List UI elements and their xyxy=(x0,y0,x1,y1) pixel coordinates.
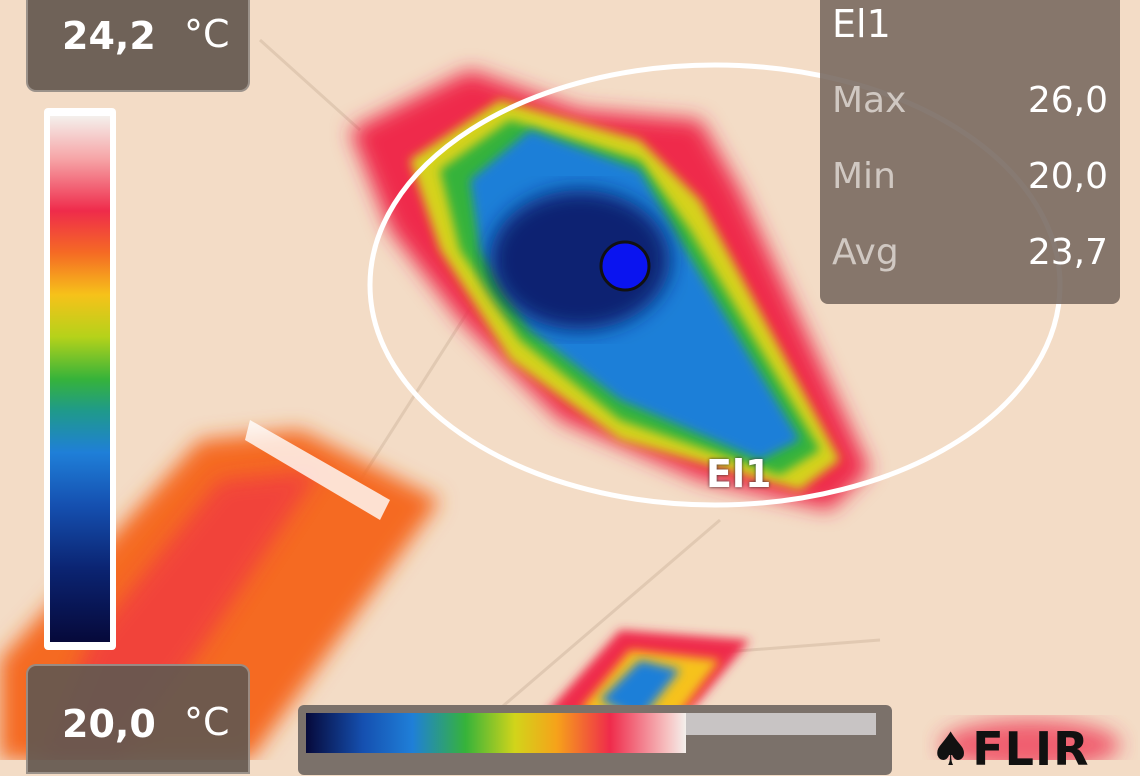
row-value: 23,7 xyxy=(1027,232,1108,273)
measurement-row-max: Max 26,0 xyxy=(832,80,1108,121)
measurement-row-avg: Avg 23,7 xyxy=(832,232,1108,273)
row-label: Avg xyxy=(832,232,899,273)
measurement-row-min: Min 20,0 xyxy=(832,156,1108,197)
row-value: 20,0 xyxy=(1027,156,1108,197)
ellipse-label: El1 xyxy=(706,452,772,496)
scale-min-unit: °C xyxy=(184,700,230,744)
color-scale-gradient xyxy=(50,116,110,642)
scale-min-box[interactable]: 20,0 °C xyxy=(26,664,250,774)
scale-min-value: 20,0 xyxy=(62,702,156,746)
scale-max-value: 24,2 xyxy=(62,14,156,58)
palette-level-indicator xyxy=(686,713,876,735)
palette-selector[interactable] xyxy=(298,705,892,775)
row-value: 26,0 xyxy=(1027,80,1108,121)
row-label: Max xyxy=(832,80,907,121)
measurement-panel: El1 Max 26,0 Min 20,0 Avg 23,7 xyxy=(820,0,1120,304)
scale-max-box[interactable]: 24,2 °C xyxy=(26,0,250,92)
flir-logo: ♠FLIR xyxy=(930,722,1090,776)
palette-gradient xyxy=(306,713,686,753)
logo-text: FLIR xyxy=(972,722,1090,776)
color-scale-bar xyxy=(44,108,116,650)
spot-marker[interactable] xyxy=(599,240,651,292)
scale-max-unit: °C xyxy=(184,12,230,56)
logo-icon: ♠ xyxy=(930,722,973,776)
row-label: Min xyxy=(832,156,896,197)
measurement-title: El1 xyxy=(832,2,891,46)
cold-spot-area xyxy=(350,70,870,510)
